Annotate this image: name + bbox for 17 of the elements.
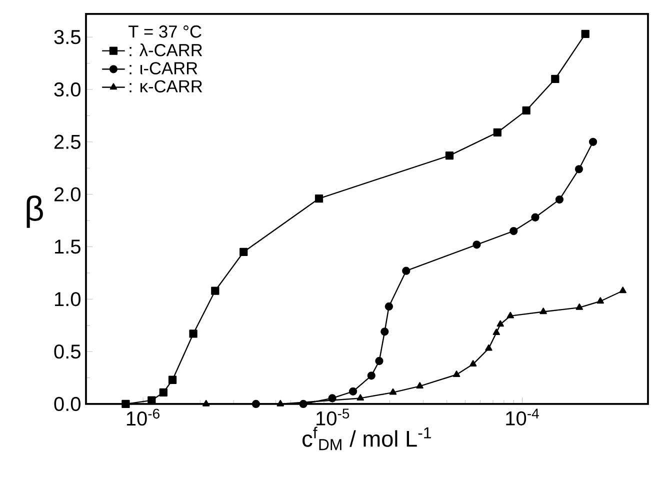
y-axis-title: β	[26, 196, 43, 228]
y-tick-label: 3.0	[54, 82, 80, 97]
y-tick-label: 1.5	[55, 240, 80, 254]
legend-label: : ι-CARR	[130, 62, 198, 74]
y-tick-label: 1.0	[55, 292, 80, 306]
legend-title: T = 37 °C	[128, 25, 202, 38]
y-tick-label: 2.5	[54, 134, 80, 149]
y-tick-label: 2.0	[54, 187, 80, 202]
legend-label: : κ-CARR	[130, 80, 202, 92]
legend-label: : λ-CARR	[130, 44, 202, 56]
x-tick-label: 10$^{-6}$	[126, 408, 160, 426]
x-tick-label: 10$^{-5}$	[316, 408, 350, 426]
y-tick-label: 3.5	[54, 30, 80, 44]
y-tick-label: 0.0	[54, 396, 80, 412]
y-tick-label: 0.5	[54, 344, 80, 359]
x-tick-label: 10$^{-4}$	[506, 408, 539, 426]
x-axis-title: c$^{f}$$_{DM}$ / mol L$^{-1}$	[302, 426, 431, 450]
